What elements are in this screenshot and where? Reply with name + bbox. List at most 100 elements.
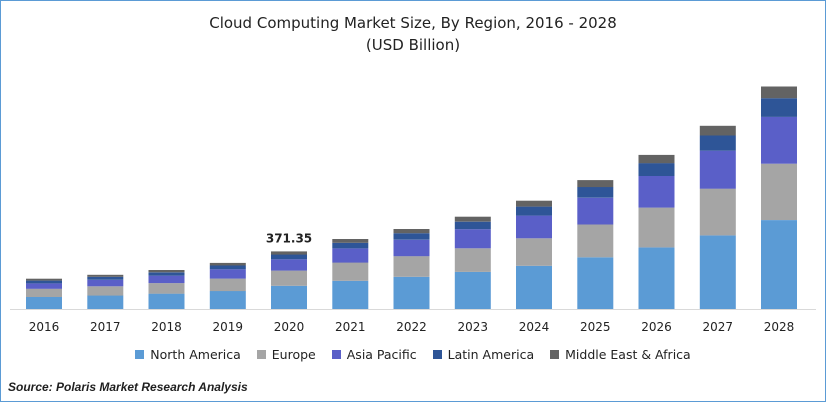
x-tick-label: 2026	[641, 320, 672, 334]
bar-segment-2023-europe	[454, 248, 491, 272]
x-tick-label: 2027	[702, 320, 733, 334]
legend-item: North America	[135, 347, 241, 362]
bar-segment-2019-latin-america	[209, 265, 246, 270]
bar-segment-2026-middle-east-africa	[638, 154, 675, 164]
x-tick-label: 2021	[335, 320, 366, 334]
bar-segment-2020-asia-pacific	[271, 259, 307, 271]
bar-segment-2026-north-america	[638, 247, 675, 309]
bar-segment-2018-middle-east-africa	[148, 270, 185, 273]
legend-label: Europe	[271, 347, 316, 362]
bar-segment-2018-north-america	[148, 293, 185, 309]
legend-swatch	[432, 350, 442, 359]
bar-segment-2019-asia-pacific	[209, 269, 246, 279]
legend-label: Asia Pacific	[346, 347, 417, 362]
bar-segment-2017-latin-america	[87, 276, 124, 280]
bar-segment-2023-latin-america	[454, 221, 491, 230]
bar-segment-2017-asia-pacific	[87, 279, 124, 287]
bar-segment-2021-europe	[332, 262, 369, 281]
data-label-2020: 371.35	[266, 231, 312, 245]
bar-segment-2025-asia-pacific	[577, 197, 614, 225]
bar-segment-2023-north-america	[454, 271, 491, 309]
bar-segment-2016-europe	[26, 288, 62, 297]
bar-segment-2028-latin-america	[761, 98, 797, 117]
bar-segment-2017-north-america	[87, 295, 124, 309]
bar-segment-2022-europe	[393, 256, 430, 277]
bar-segment-2026-latin-america	[638, 163, 675, 176]
bar-segment-2016-middle-east-africa	[26, 278, 62, 281]
legend-label: Latin America	[447, 347, 535, 362]
source-note: Source: Polaris Market Research Analysis	[8, 380, 248, 394]
x-tick-label: 2025	[580, 320, 611, 334]
legend-swatch	[256, 350, 266, 359]
bar-segment-2024-middle-east-africa	[516, 200, 552, 207]
bar-segment-2020-north-america	[271, 285, 307, 309]
bar-segment-2016-north-america	[26, 297, 62, 309]
chart-subtitle: (USD Billion)	[365, 36, 461, 54]
x-tick-label: 2024	[519, 320, 550, 334]
x-tick-label: 2022	[396, 320, 427, 334]
bar-segment-2020-europe	[271, 270, 307, 286]
bar-segment-2028-north-america	[761, 220, 797, 309]
bar-segment-2019-europe	[209, 278, 246, 292]
legend-swatch	[550, 350, 560, 359]
legend-item: Asia Pacific	[331, 347, 417, 362]
bar-segment-2025-north-america	[577, 257, 614, 309]
bar-segment-2016-asia-pacific	[26, 283, 62, 289]
legend-item: Middle East & Africa	[550, 347, 691, 362]
bar-segment-2027-europe	[699, 188, 736, 236]
bar-segment-2017-middle-east-africa	[87, 274, 124, 277]
bar-segment-2027-asia-pacific	[699, 150, 736, 189]
bar-segment-2023-asia-pacific	[454, 229, 491, 249]
x-tick-label: 2016	[29, 320, 60, 334]
bar-segment-2021-latin-america	[332, 242, 369, 249]
legend-item: Latin America	[432, 347, 535, 362]
bar-segment-2019-north-america	[209, 291, 246, 309]
bar-segment-2028-europe	[761, 163, 797, 220]
bar-segment-2018-asia-pacific	[148, 275, 185, 284]
x-tick-label: 2017	[90, 320, 121, 334]
x-tick-label: 2019	[212, 320, 243, 334]
bar-segment-2017-europe	[87, 286, 124, 296]
bar-segment-2028-asia-pacific	[761, 116, 797, 164]
bar-segment-2022-latin-america	[393, 233, 430, 240]
bar-segment-2027-north-america	[699, 235, 736, 309]
legend-swatch	[331, 350, 341, 359]
bar-segment-2027-middle-east-africa	[699, 125, 736, 136]
bar-segment-2024-latin-america	[516, 206, 552, 216]
legend-label: Middle East & Africa	[565, 347, 691, 362]
x-tick-label: 2023	[457, 320, 488, 334]
legend-label: North America	[150, 347, 241, 362]
bar-segment-2027-latin-america	[699, 135, 736, 151]
bar-segment-2022-north-america	[393, 276, 430, 309]
bar-segment-2020-middle-east-africa	[271, 251, 307, 255]
x-tick-label: 2018	[151, 320, 182, 334]
x-tick-label: 2028	[764, 320, 795, 334]
bar-segment-2026-europe	[638, 207, 675, 248]
chart-title: Cloud Computing Market Size, By Region, …	[209, 14, 617, 32]
bar-segment-2028-middle-east-africa	[761, 86, 797, 99]
bar-segment-2026-asia-pacific	[638, 176, 675, 208]
bar-segment-2021-asia-pacific	[332, 248, 369, 263]
bar-segment-2019-middle-east-africa	[209, 262, 246, 266]
bar-segment-2018-europe	[148, 283, 185, 294]
x-tick-label: 2020	[274, 320, 305, 334]
bar-segment-2025-europe	[577, 224, 614, 258]
bar-segment-2024-europe	[516, 238, 552, 266]
legend: North America Europe Asia Pacific Latin Ame…	[0, 347, 826, 362]
bar-segment-2024-asia-pacific	[516, 215, 552, 239]
bar-segment-2021-middle-east-africa	[332, 239, 369, 243]
bar-segment-2023-middle-east-africa	[454, 216, 491, 222]
bar-segment-2025-middle-east-africa	[577, 180, 614, 188]
bar-segment-2020-latin-america	[271, 254, 307, 260]
bar-segment-2022-middle-east-africa	[393, 229, 430, 234]
bar-segment-2016-latin-america	[26, 280, 62, 284]
bar-segment-2018-latin-america	[148, 272, 185, 276]
bar-segment-2021-north-america	[332, 280, 369, 309]
legend-swatch	[135, 350, 145, 359]
bar-segment-2025-latin-america	[577, 187, 614, 198]
bar-segment-2022-asia-pacific	[393, 239, 430, 257]
bar-segment-2024-north-america	[516, 265, 552, 309]
legend-item: Europe	[256, 347, 316, 362]
